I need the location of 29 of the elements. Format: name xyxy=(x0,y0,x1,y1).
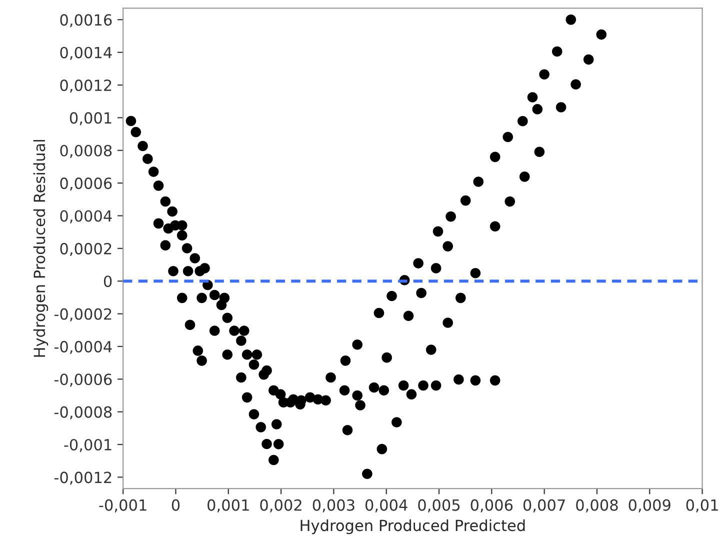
x-tick-label: 0,01 xyxy=(686,499,718,512)
y-tick-label: 0,0004 xyxy=(60,210,112,224)
y-tick-label: 0,001 xyxy=(70,112,112,126)
x-tick-label: 0,001 xyxy=(208,499,249,512)
x-tick-label: 0,002 xyxy=(260,499,302,512)
y-tick-label: -0,0006 xyxy=(54,374,112,387)
y-tick-label: -0,0012 xyxy=(54,472,112,485)
x-tick-label: 0,004 xyxy=(365,499,408,512)
x-tick-label: 0,003 xyxy=(312,499,354,512)
y-tick-label: 0,0002 xyxy=(60,242,112,256)
x-tick-label: 0,005 xyxy=(418,499,460,512)
y-axis-title: Hydrogen Produced Residual xyxy=(33,140,48,357)
y-tick-label: 0,0006 xyxy=(60,178,112,191)
y-tick-label: -0,001 xyxy=(64,438,112,452)
y-tick-label: -0,0004 xyxy=(54,340,112,354)
y-tick-label: 0,0008 xyxy=(60,144,112,158)
y-tick-label: 0,0012 xyxy=(60,79,112,93)
y-tick-label: 0,0016 xyxy=(60,14,112,28)
y-tick-label: -0,0002 xyxy=(54,308,112,322)
x-axis-title: Hydrogen Produced Predicted xyxy=(300,519,525,534)
y-tick-label: -0,0008 xyxy=(54,406,112,420)
x-tick-label: -0,001 xyxy=(99,499,146,512)
y-tick-label: 0,0014 xyxy=(60,46,112,60)
x-tick-label: 0 xyxy=(172,499,180,511)
x-tick-label: 0,009 xyxy=(628,499,670,512)
x-tick-label: 0,007 xyxy=(523,499,565,512)
y-tick-label: 0 xyxy=(104,276,112,288)
x-tick-label: 0,006 xyxy=(470,499,513,512)
x-tick-label: 0,008 xyxy=(576,499,618,512)
